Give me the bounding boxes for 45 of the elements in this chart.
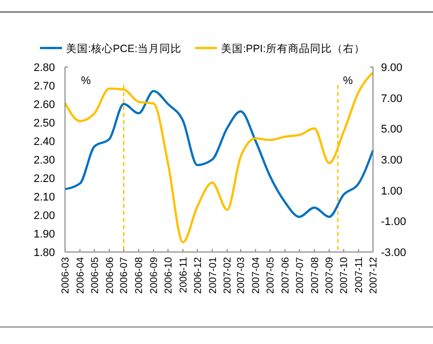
x-tick-label: 2006-08: [134, 256, 146, 294]
x-tick-label: 2006-07: [119, 256, 130, 294]
x-tick-label: 2006-11: [178, 256, 190, 293]
x-tick-label: 2007-06: [280, 256, 292, 294]
x-tick-label: 2007-08: [310, 256, 321, 294]
y-tick-label: 2.30: [34, 154, 55, 166]
annotation: %: [81, 75, 91, 87]
y2-tick-label: 9.00: [381, 62, 402, 74]
x-tick-label: 2007-09: [324, 256, 336, 294]
y-tick-label: 2.20: [34, 173, 55, 185]
x-tick-label: 2007-12: [368, 256, 380, 294]
x-tick-label: 2006-06: [104, 256, 116, 294]
x-tick-label: 2006-04: [75, 256, 86, 294]
y-tick-label: 2.80: [34, 62, 55, 74]
x-tick-label: 2007-01: [208, 256, 219, 294]
y-tick-label: 2.50: [34, 118, 55, 130]
x-tick-label: 2006-03: [60, 256, 72, 294]
x-tick-label: 2007-02: [222, 256, 234, 294]
line-series: [64, 90, 374, 218]
x-tick-label: 2006-09: [149, 256, 160, 294]
y-tick-label: 2.40: [34, 136, 55, 148]
legend-label: 美国:核心PCE:当月同比: [66, 42, 182, 55]
y-tick-label: 1.90: [34, 228, 55, 240]
y2-tick-label: 3.00: [381, 154, 402, 166]
y2-tick-label: 1.00: [381, 185, 402, 198]
y2-tick-label: 5.00: [381, 124, 402, 136]
x-tick-label: 2006-12: [192, 256, 204, 294]
y2-tick-label: 7.00: [381, 92, 402, 105]
x-tick-label: 2007-05: [266, 256, 277, 294]
y-tick-label: 1.80: [34, 247, 55, 259]
x-tick-label: 2007-11: [354, 256, 366, 293]
x-tick-label: 2007-07: [294, 256, 306, 294]
y2-tick-label: -1.00: [381, 216, 406, 228]
y-tick-label: 2.10: [34, 192, 55, 204]
y-tick-label: 2.00: [34, 210, 55, 222]
x-tick-label: 2007-03: [236, 256, 248, 294]
y2-tick-label: -3.00: [381, 247, 406, 259]
x-tick-label: 2007-04: [251, 256, 262, 294]
x-tick-label: 2007-10: [339, 256, 350, 294]
y-tick-label: 2.70: [34, 80, 55, 92]
x-tick-label: 2006-05: [90, 256, 101, 294]
legend-label: 美国:PPI:所有商品同比（右）: [221, 42, 365, 55]
y-tick-label: 2.60: [34, 99, 55, 111]
annotation: %: [343, 75, 353, 87]
x-tick-label: 2006-10: [163, 256, 174, 294]
